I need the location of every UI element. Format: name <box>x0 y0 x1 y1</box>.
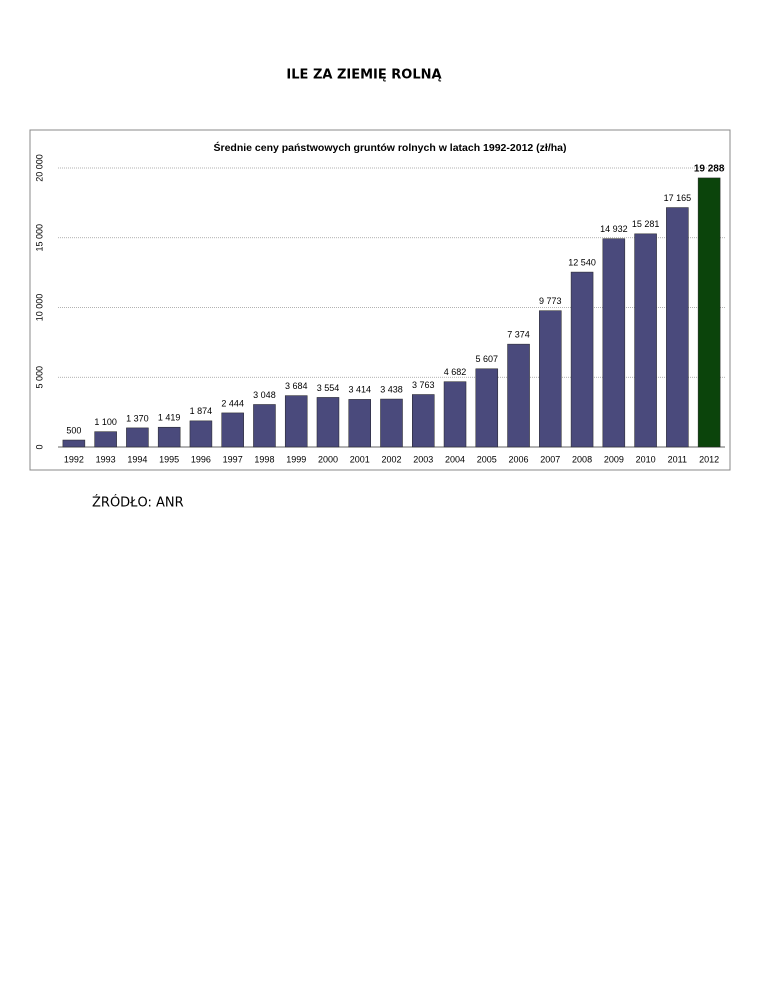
bar <box>475 368 499 448</box>
value-label: 3 554 <box>317 383 340 393</box>
bar <box>157 426 181 448</box>
bar <box>221 412 244 448</box>
value-label: 3 414 <box>348 385 371 395</box>
x-tick-label: 2007 <box>540 454 560 464</box>
bar <box>697 177 721 448</box>
value-label: 3 763 <box>412 380 435 390</box>
value-label: 1 419 <box>158 413 181 423</box>
x-tick-label: 1999 <box>286 454 306 464</box>
x-tick-label: 2006 <box>509 454 529 464</box>
value-label: 7 374 <box>507 330 530 340</box>
x-tick-label: 2009 <box>604 454 624 464</box>
y-tick-label: 20 000 <box>34 154 44 182</box>
x-tick-label: 2011 <box>668 454 687 464</box>
value-label: 3 438 <box>380 384 403 394</box>
value-label: 19 288 <box>694 164 725 175</box>
bar <box>284 395 308 448</box>
x-tick-label: 2001 <box>350 454 370 464</box>
y-tick-label: 0 <box>34 444 44 449</box>
value-label: 14 932 <box>600 224 628 234</box>
x-tick-label: 1993 <box>96 454 116 464</box>
bar <box>348 399 371 448</box>
bar <box>570 271 594 448</box>
bar <box>380 398 403 448</box>
y-tick-label: 10 000 <box>34 294 44 322</box>
x-tick-label: 1997 <box>223 454 243 464</box>
value-label: 1 874 <box>190 406 213 416</box>
value-label: 4 682 <box>444 367 467 377</box>
x-tick-label: 2000 <box>318 454 338 464</box>
value-label: 9 773 <box>539 296 562 306</box>
x-tick-label: 1996 <box>191 454 211 464</box>
bar <box>539 310 562 448</box>
bar <box>443 381 467 448</box>
bar <box>253 404 276 448</box>
value-label: 500 <box>66 425 81 435</box>
value-label: 17 165 <box>664 193 692 203</box>
value-label: 1 370 <box>126 413 149 423</box>
bar <box>94 431 117 448</box>
x-tick-label: 1994 <box>127 454 147 464</box>
bar <box>602 238 626 448</box>
bar <box>62 439 86 448</box>
page-title: ILE ZA ZIEMIĘ ROLNĄ <box>286 68 441 83</box>
x-tick-label: 1995 <box>159 454 179 464</box>
bar <box>666 207 689 448</box>
bar <box>126 427 149 448</box>
value-label: 3 048 <box>253 390 276 400</box>
bar <box>189 420 213 448</box>
value-label: 1 100 <box>94 417 117 427</box>
x-tick-label: 2010 <box>636 454 656 464</box>
bar <box>316 397 340 448</box>
value-label: 5 607 <box>476 354 499 364</box>
chart-title: Średnie ceny państwowych gruntów rolnych… <box>213 141 566 154</box>
x-tick-label: 1992 <box>64 454 84 464</box>
value-label: 12 540 <box>568 257 596 267</box>
x-tick-label: 2003 <box>413 454 433 464</box>
value-label: 2 444 <box>221 398 244 408</box>
x-tick-label: 2008 <box>572 454 592 464</box>
source: ŹRÓDŁO: ANR <box>92 495 184 511</box>
bar <box>412 394 435 448</box>
x-tick-label: 2004 <box>445 454 465 464</box>
value-label: 15 281 <box>632 219 660 229</box>
bar <box>634 233 657 448</box>
y-tick-label: 15 000 <box>34 224 44 252</box>
x-tick-label: 2012 <box>699 454 719 464</box>
x-tick-label: 1998 <box>254 454 274 464</box>
x-tick-label: 2005 <box>477 454 497 464</box>
y-tick-label: 5 000 <box>34 366 44 389</box>
x-tick-label: 2002 <box>381 454 401 464</box>
value-label: 3 684 <box>285 381 308 391</box>
bar <box>507 343 530 448</box>
